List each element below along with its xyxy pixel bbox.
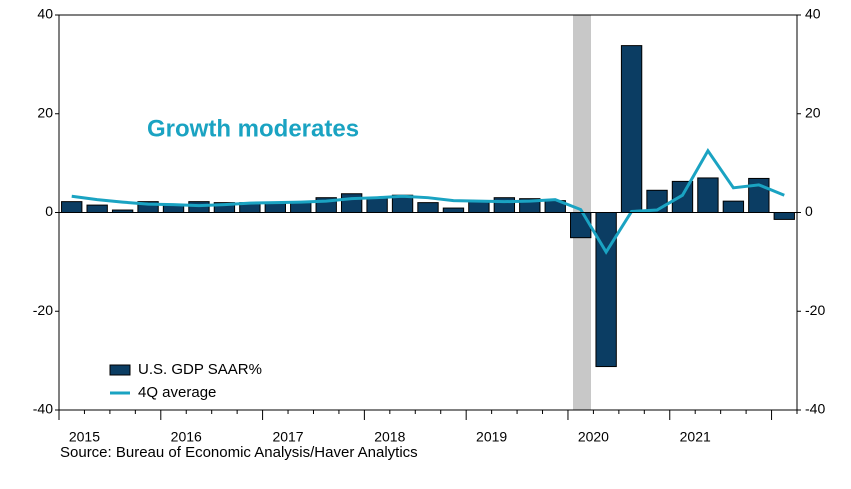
legend-label: U.S. GDP SAAR% <box>138 361 262 378</box>
y-tick-label: 20 <box>37 104 53 120</box>
y2-tick-label: -40 <box>805 401 825 417</box>
plot-frame <box>58 14 798 411</box>
bar <box>722 200 745 214</box>
y2-tick-label: 0 <box>805 203 813 219</box>
bar <box>570 212 592 239</box>
annotation: Growth moderates <box>147 115 359 142</box>
bar <box>366 197 388 213</box>
x-tick-label: 2021 <box>680 429 711 445</box>
legend-swatch <box>109 364 131 376</box>
y2-tick-label: 40 <box>805 6 821 22</box>
x-tick-label: 2017 <box>272 429 303 445</box>
y-tick-label: 0 <box>45 203 53 219</box>
y2-tick-label: 20 <box>805 104 821 120</box>
x-tick-label: 2018 <box>374 429 405 445</box>
y2-tick-label: -20 <box>805 302 825 318</box>
bar <box>620 45 643 213</box>
x-tick-label: 2016 <box>171 429 202 445</box>
y-tick-label: 40 <box>37 6 53 22</box>
bar <box>417 202 439 213</box>
line <box>71 147 785 255</box>
x-tick-label: 2015 <box>69 429 100 445</box>
bar <box>773 212 795 220</box>
bar <box>86 204 108 213</box>
x-tick-label: 2019 <box>476 429 507 445</box>
x-tick-label: 2020 <box>578 429 609 445</box>
bar <box>595 212 617 368</box>
bar <box>493 197 516 213</box>
bar <box>697 177 719 213</box>
y-tick-label: -40 <box>33 401 53 417</box>
bar <box>61 201 83 213</box>
y-tick-label: -20 <box>33 302 53 318</box>
source-note: Source: Bureau of Economic Analysis/Have… <box>60 444 418 461</box>
bar <box>340 193 363 214</box>
legend-label: 4Q average <box>138 384 216 401</box>
bar <box>442 207 465 213</box>
